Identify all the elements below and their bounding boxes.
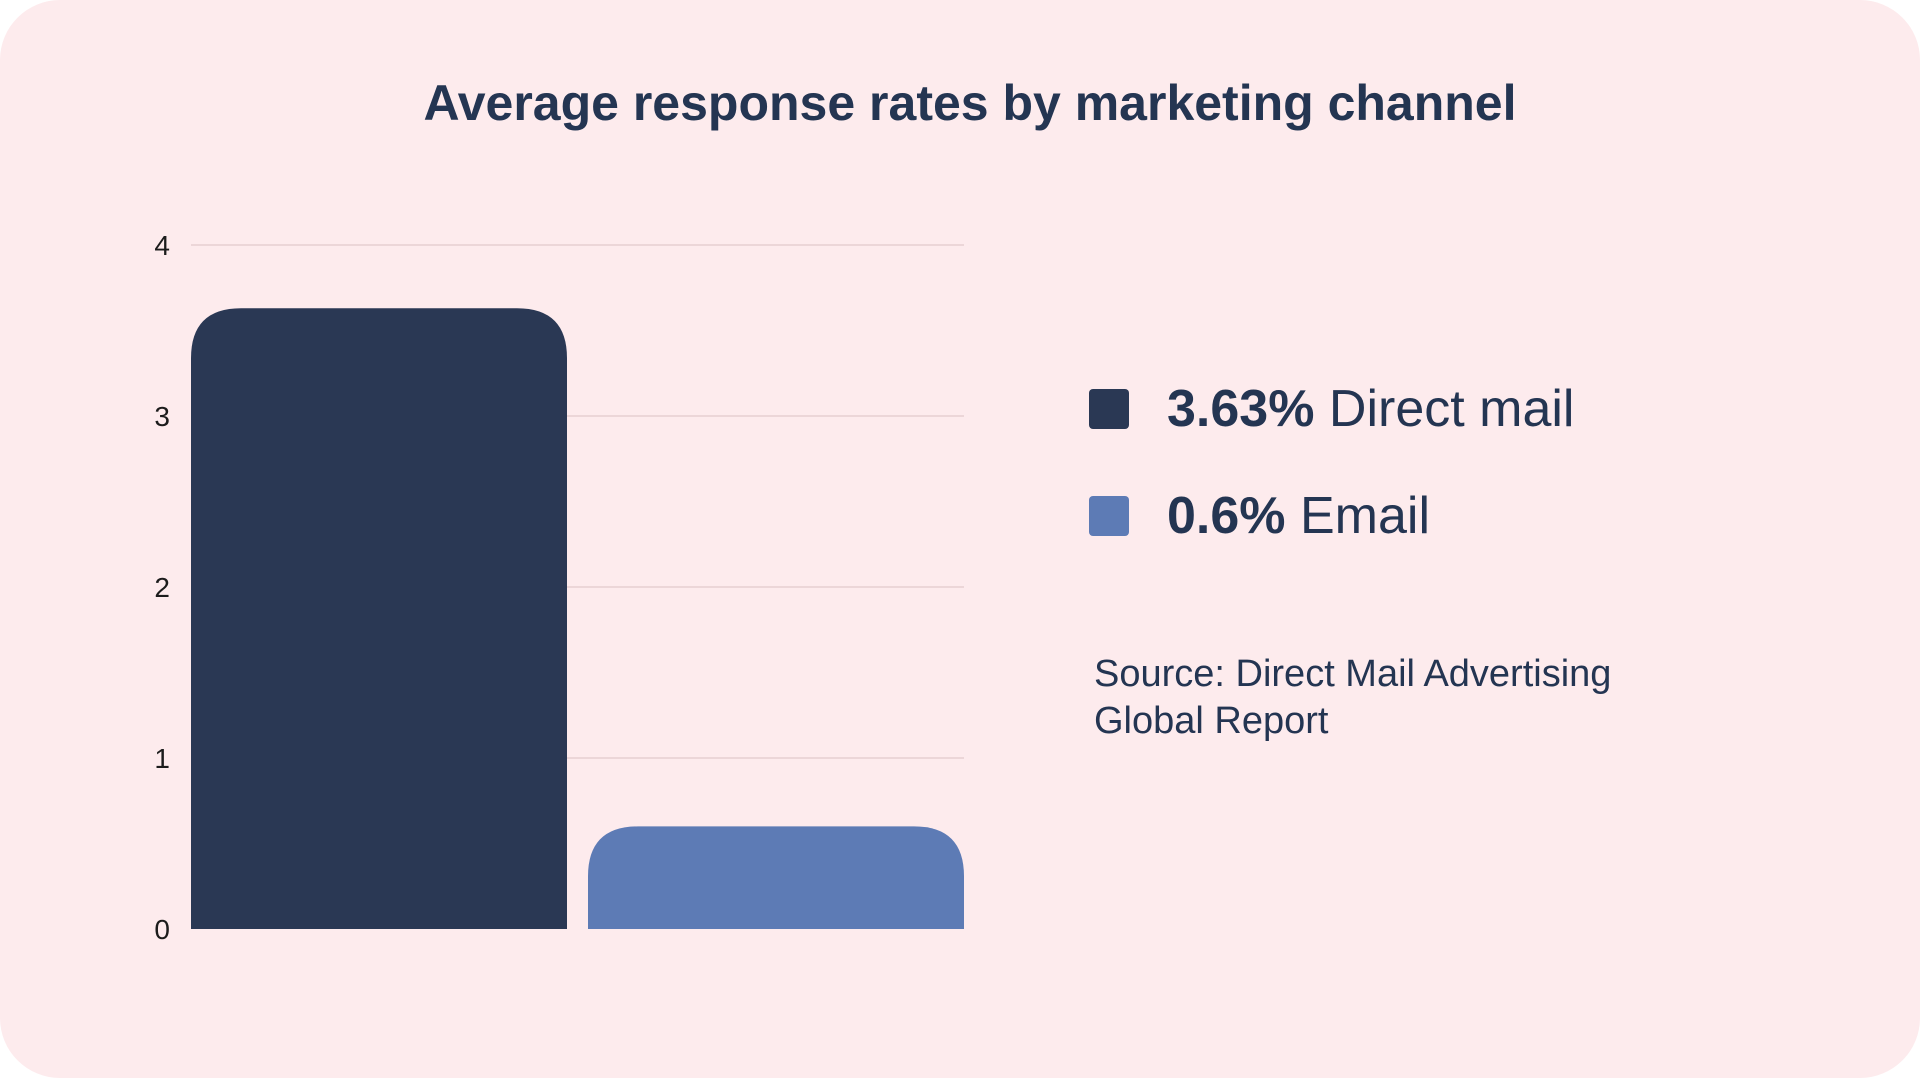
legend-text-direct-mail: 3.63% Direct mail	[1167, 379, 1574, 439]
legend-label-direct-mail: Direct mail	[1328, 380, 1575, 438]
legend-value-email: 0.6%	[1167, 487, 1286, 545]
legend-label-email: Email	[1299, 487, 1431, 545]
bar-email	[588, 826, 964, 929]
y-tick-label: 0	[154, 914, 170, 945]
legend-text-email: 0.6% Email	[1167, 486, 1430, 546]
bar-direct-mail	[191, 308, 567, 929]
source-note: Source: Direct Mail Advertising Global R…	[1094, 653, 1612, 742]
legend: 3.63% Direct mail 0.6% Email	[1089, 374, 1574, 588]
y-tick-label: 2	[154, 572, 170, 603]
legend-swatch-direct-mail	[1089, 389, 1129, 429]
legend-item-email: 0.6% Email	[1089, 481, 1574, 551]
y-tick-label: 1	[154, 743, 170, 774]
legend-item-direct-mail: 3.63% Direct mail	[1089, 374, 1574, 444]
y-tick-label: 4	[154, 230, 170, 261]
legend-value-direct-mail: 3.63%	[1167, 380, 1315, 438]
y-tick-label: 3	[154, 401, 170, 432]
chart-title: Average response rates by marketing chan…	[423, 75, 1517, 131]
legend-swatch-email	[1089, 496, 1129, 536]
